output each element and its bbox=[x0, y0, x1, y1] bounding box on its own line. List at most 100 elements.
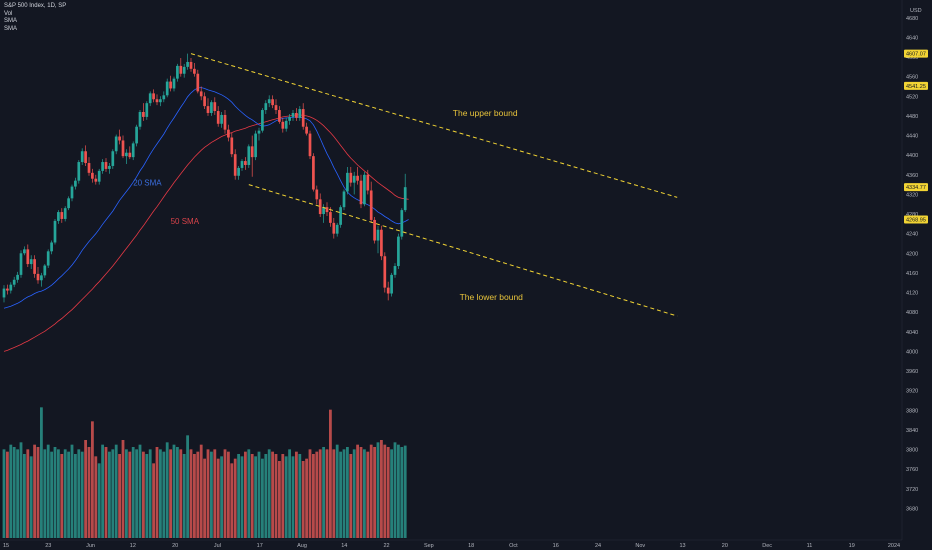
candle-body bbox=[165, 81, 169, 96]
candle-body bbox=[74, 180, 77, 187]
volume-bar bbox=[318, 449, 322, 538]
price-tick-label: 4160 bbox=[906, 271, 918, 277]
volume-bar bbox=[216, 458, 220, 538]
candle-body bbox=[312, 156, 315, 190]
time-tick-label: 23 bbox=[45, 543, 51, 549]
candle-body bbox=[87, 163, 91, 173]
candle bbox=[210, 100, 213, 116]
volume-bar bbox=[6, 451, 9, 538]
candle bbox=[257, 127, 261, 141]
candle bbox=[145, 101, 149, 120]
price-tick-label: 4200 bbox=[906, 251, 918, 257]
candle bbox=[104, 158, 108, 172]
candle-body bbox=[104, 162, 108, 169]
candle-body bbox=[305, 126, 308, 134]
volume-bar bbox=[138, 444, 142, 538]
volume-bar bbox=[125, 449, 128, 538]
volume-bar bbox=[131, 447, 135, 538]
candle bbox=[352, 171, 356, 195]
candle-body bbox=[284, 120, 288, 129]
candle-body bbox=[274, 105, 278, 111]
volume-bar bbox=[80, 451, 84, 538]
candle bbox=[230, 132, 234, 158]
candle bbox=[91, 168, 94, 183]
candle-body bbox=[397, 236, 400, 267]
time-tick-label: 19 bbox=[849, 543, 855, 549]
candle bbox=[363, 171, 366, 207]
price-tick-label: 3880 bbox=[906, 408, 918, 414]
price-tag-box bbox=[904, 81, 928, 90]
candle-body bbox=[169, 81, 172, 89]
candle-body bbox=[179, 65, 183, 74]
candle-body bbox=[322, 207, 325, 215]
candle bbox=[111, 149, 115, 169]
candle-body bbox=[335, 224, 339, 234]
volume-bar bbox=[57, 449, 60, 538]
candle-body bbox=[203, 96, 206, 107]
candle bbox=[267, 95, 271, 108]
candle-body bbox=[403, 187, 407, 211]
candle-body bbox=[9, 284, 13, 291]
candle bbox=[315, 185, 319, 205]
volume-bar bbox=[111, 449, 115, 538]
volume-bar bbox=[274, 454, 278, 538]
candle-body bbox=[346, 172, 349, 192]
volume-bar bbox=[400, 447, 404, 538]
legend-volume[interactable]: Vol bbox=[4, 10, 13, 17]
price-tick-label: 4600 bbox=[906, 55, 918, 61]
time-tick-label: 20 bbox=[172, 543, 178, 549]
price-axis-background bbox=[902, 0, 932, 550]
volume-bar bbox=[101, 444, 104, 538]
candle bbox=[244, 157, 247, 170]
candle bbox=[373, 216, 376, 244]
time-tick-label: 13 bbox=[680, 543, 686, 549]
volume-bar bbox=[155, 447, 159, 538]
candle bbox=[94, 174, 98, 185]
volume-bar bbox=[366, 451, 370, 538]
candle-body bbox=[308, 133, 312, 157]
candle bbox=[67, 196, 70, 211]
price-tick-label: 4440 bbox=[906, 134, 918, 140]
candle-body bbox=[63, 208, 67, 219]
symbol-title[interactable]: S&P 500 Index, 1D, SP bbox=[4, 3, 67, 9]
volume-bar bbox=[359, 447, 363, 538]
volume-bar bbox=[46, 444, 50, 538]
volume-bar bbox=[390, 449, 393, 538]
volume-bar bbox=[186, 435, 189, 538]
legend-sma-20[interactable]: SMA bbox=[4, 18, 18, 24]
price-tick-label: 3680 bbox=[906, 506, 918, 512]
candle bbox=[281, 117, 285, 133]
candle bbox=[29, 255, 33, 269]
legend-sma-50[interactable]: SMA bbox=[4, 25, 18, 32]
volume-bar bbox=[67, 451, 70, 538]
candle bbox=[108, 163, 111, 174]
candle-body bbox=[352, 175, 356, 183]
volume-bar bbox=[369, 444, 373, 538]
volume-bar bbox=[284, 456, 288, 538]
candle-body bbox=[26, 249, 30, 265]
candle-body bbox=[301, 109, 305, 127]
candle-body bbox=[386, 287, 390, 294]
volume-bar bbox=[244, 451, 247, 538]
candle bbox=[264, 100, 268, 114]
candle-body bbox=[193, 68, 196, 74]
volume-bar bbox=[40, 407, 43, 538]
candle-body bbox=[281, 121, 285, 129]
price-tick-label: 4520 bbox=[906, 94, 918, 100]
volume-bar bbox=[386, 447, 390, 538]
candle-body bbox=[23, 249, 26, 254]
candle-body bbox=[291, 112, 295, 117]
candle bbox=[291, 110, 295, 121]
volume-bar bbox=[50, 451, 53, 538]
volume-bar bbox=[104, 447, 108, 538]
volume-bar bbox=[74, 454, 77, 538]
price-tag-text: 4268.95 bbox=[906, 217, 926, 223]
volume-bar bbox=[70, 444, 74, 538]
candle-body bbox=[135, 126, 138, 144]
volume-bar bbox=[223, 449, 227, 538]
candle bbox=[40, 272, 43, 287]
candle bbox=[155, 94, 159, 106]
candle-body bbox=[349, 172, 353, 183]
